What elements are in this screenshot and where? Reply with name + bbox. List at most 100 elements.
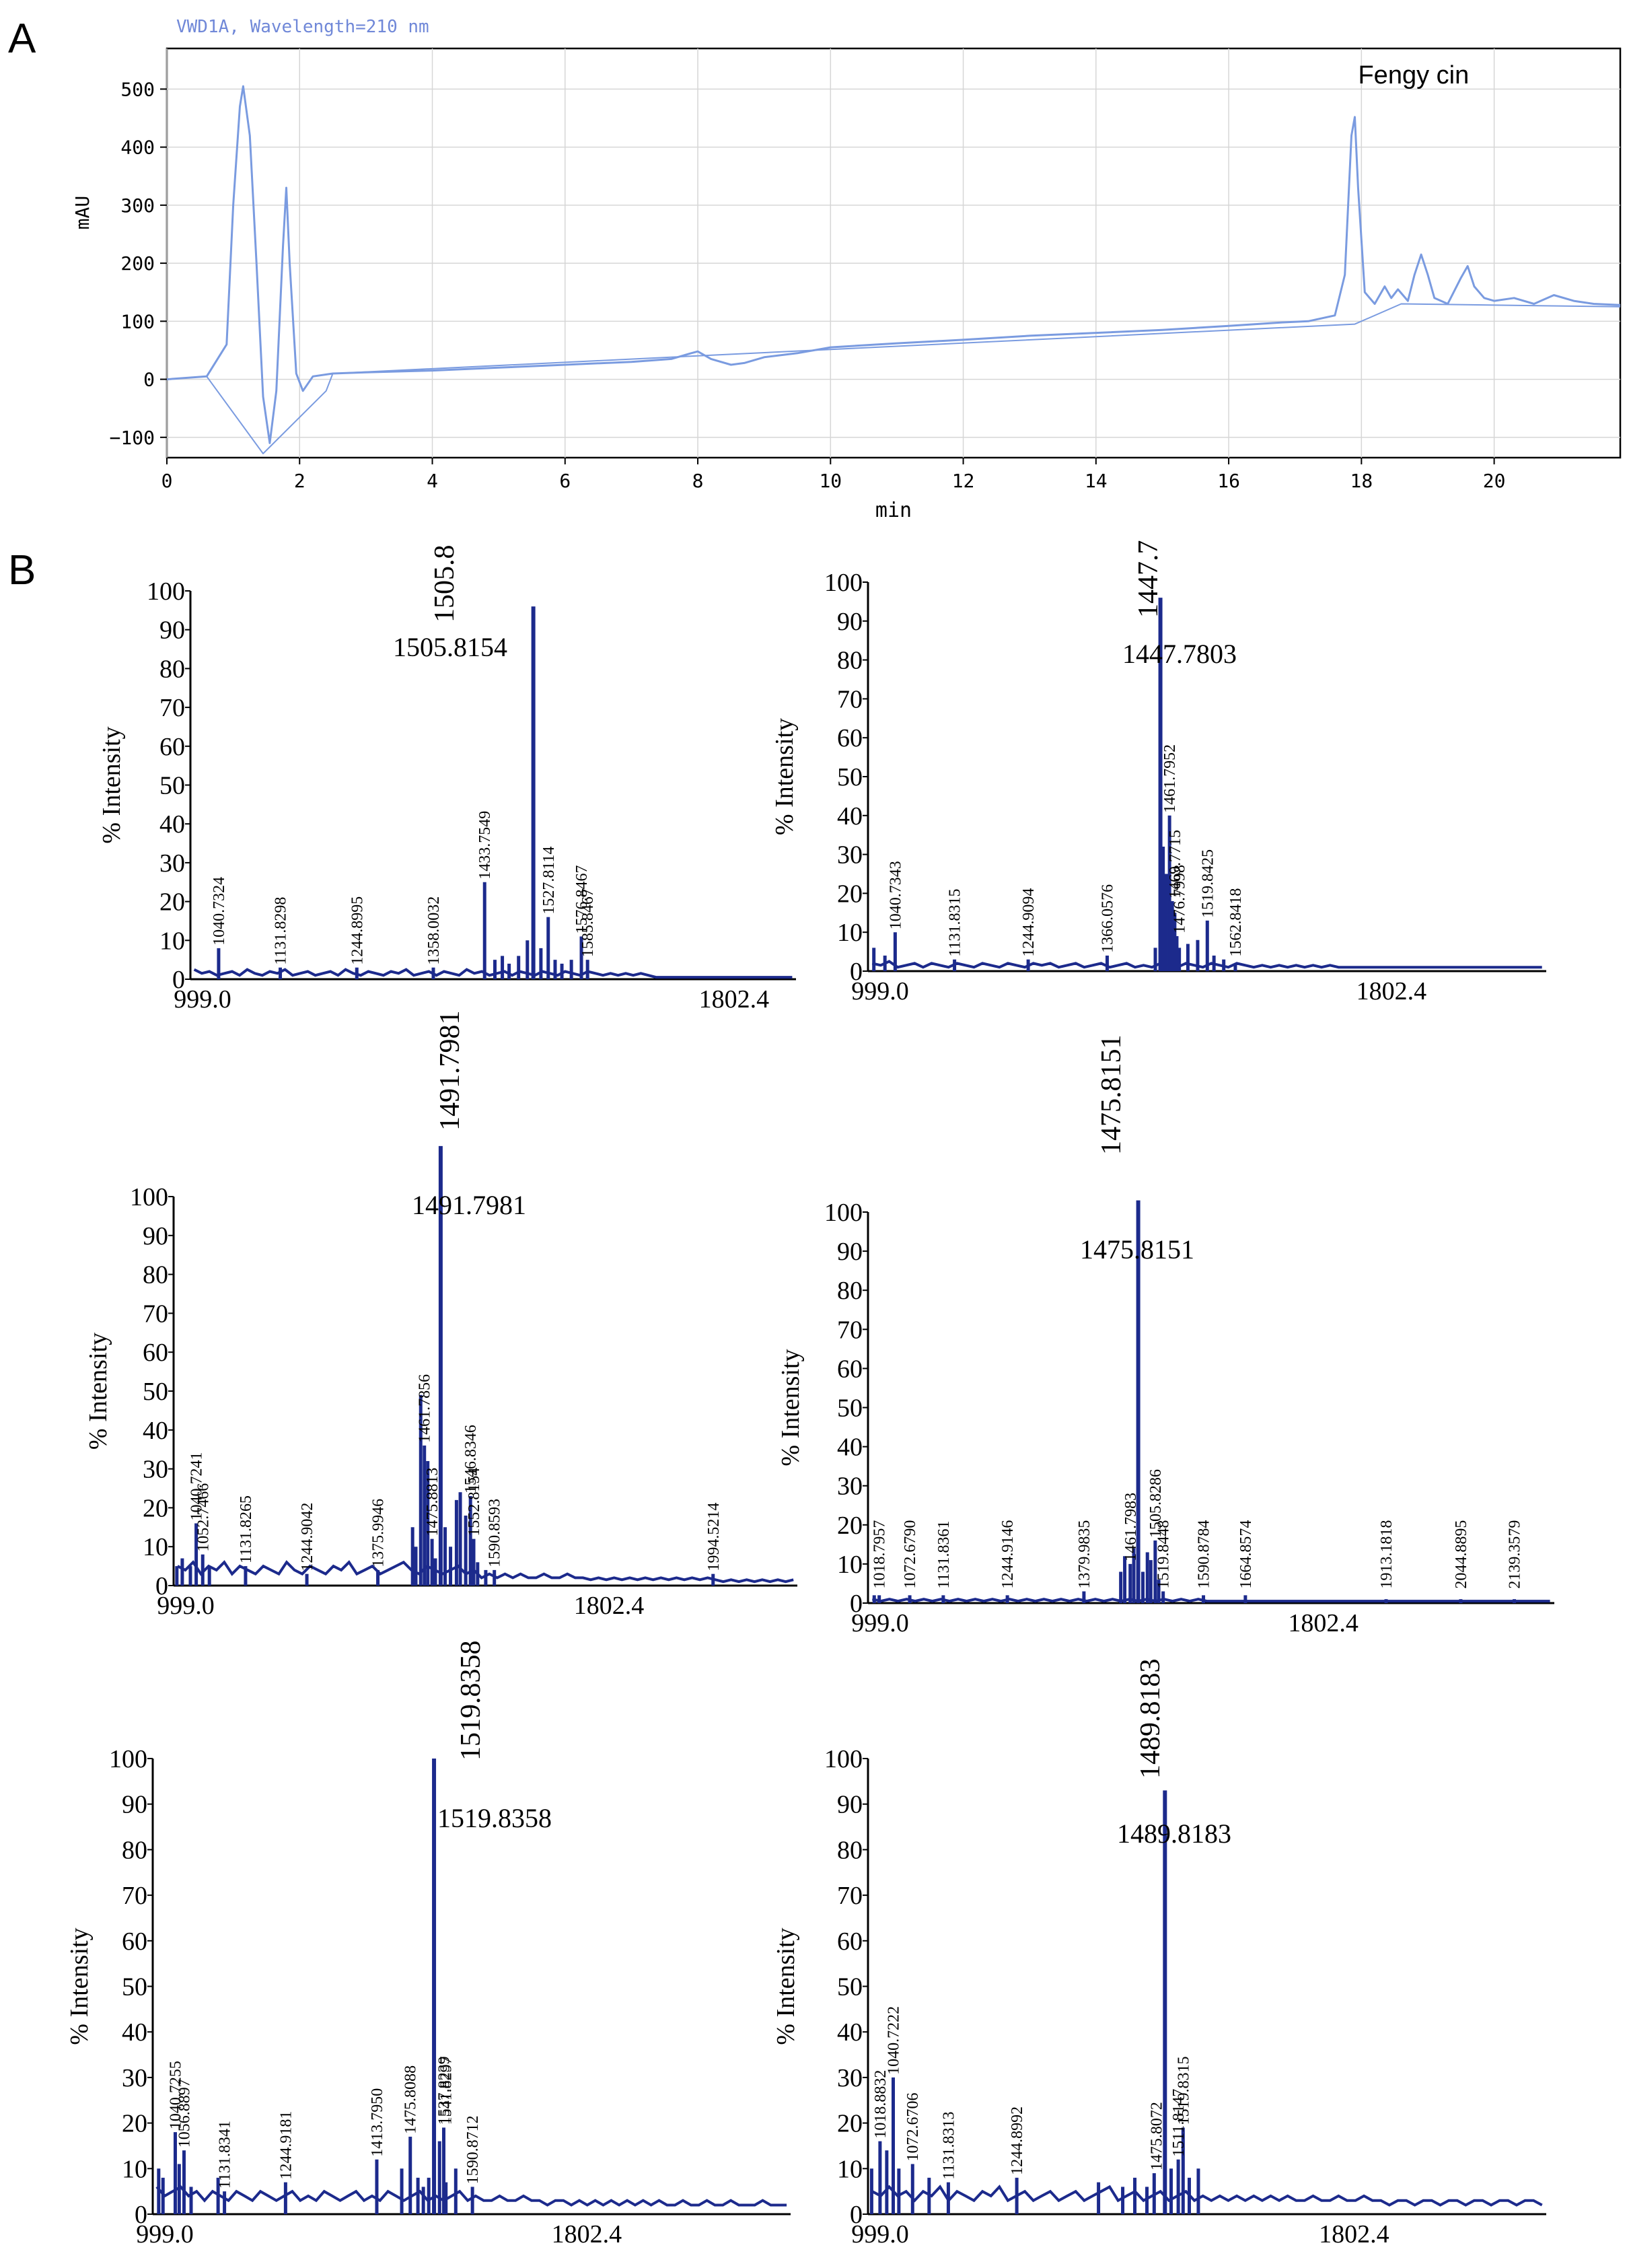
- y-tick-label: 0: [143, 369, 155, 391]
- y-axis-label: % Intensity: [65, 1927, 94, 2045]
- base-peak-top-label: 1505.8: [429, 545, 460, 623]
- base-peak-label: 1475.8151: [1080, 1234, 1194, 1265]
- y-tick-label: 40: [122, 2018, 147, 2047]
- y-tick-label: 90: [837, 1238, 863, 1266]
- mass-spectrum-2: 0 10 20 30 40 50 60 70 80 90 100 % Intensity 999.0 18…: [770, 540, 1546, 1005]
- y-tick-label: 0: [850, 1590, 863, 1618]
- y-tick-label: 80: [837, 1836, 863, 1864]
- peak-label: 1413.7950: [369, 2088, 386, 2157]
- y-tick-label: 40: [143, 1417, 168, 1445]
- base-peak-top-label: 1447.7: [1133, 540, 1164, 618]
- x-min-label: 999.0: [157, 1592, 215, 1620]
- y-tick-label: 20: [159, 888, 185, 917]
- y-tick-label: 30: [837, 1473, 863, 1501]
- x-mid-label: 1802.4: [699, 985, 770, 1014]
- x-mid-label: 1802.4: [1319, 2220, 1389, 2248]
- y-axis-label: % Intensity: [84, 1333, 112, 1450]
- peak-label: 1476.7998: [1171, 865, 1189, 933]
- mass-spectrum-6: 0 10 20 30 40 50 60 70 80 90 100 % Intensity 999.0 18…: [772, 1659, 1546, 2248]
- peak-label: 1244.9042: [299, 1503, 316, 1571]
- y-tick-label: 100: [824, 569, 863, 597]
- x-tick-label: 16: [1217, 470, 1240, 492]
- peak-label: 1375.9946: [370, 1499, 388, 1567]
- peak-label: 1590.8712: [464, 2115, 482, 2184]
- peak-label: 1541.8297: [438, 2056, 456, 2125]
- y-tick-label: 60: [837, 1927, 863, 1956]
- chart-title: VWD1A, Wavelength=210 nm: [176, 17, 429, 37]
- base-peak-label: 1447.7803: [1122, 639, 1237, 669]
- y-tick-label: 90: [837, 608, 863, 636]
- y-axis-label: mAU: [71, 196, 94, 230]
- y-tick-label: 70: [837, 1882, 863, 1910]
- y-tick-label: 60: [143, 1339, 168, 1367]
- y-tick-label: 70: [837, 1316, 863, 1344]
- y-tick-label: 60: [837, 724, 863, 752]
- series-signal: [166, 85, 1621, 444]
- peak-label: 1590.8593: [486, 1499, 504, 1567]
- y-tick-label: 80: [837, 1277, 863, 1305]
- y-axis-label: % Intensity: [98, 726, 126, 843]
- peak-label: 1461.7856: [417, 1374, 434, 1443]
- peak-label: 1461.7952: [1161, 744, 1179, 813]
- peak-label: 1519.8425: [1199, 849, 1217, 918]
- peak-label: 1511.8147: [1170, 2089, 1188, 2157]
- noise-trace: [871, 2185, 1543, 2207]
- y-tick-label: 50: [143, 1378, 168, 1406]
- y-tick-label: 40: [837, 2018, 863, 2047]
- base-peak-top-label: 1519.8358: [456, 1641, 486, 1761]
- y-tick-label: 60: [159, 733, 185, 761]
- x-tick-label: 8: [692, 470, 704, 492]
- chromatogram-chart: 0 2 4 6 8 10 12 14 16 18 20 −100 0 100 200 300 400 500 min…: [71, 17, 1622, 522]
- y-tick-label: 20: [837, 2110, 863, 2138]
- mass-spectrum-1: 0 10 20 30 40 50 60 70 80 90 100 % Intensity 999.0 18…: [98, 545, 796, 1014]
- x-tick-label: 0: [161, 470, 173, 492]
- plot-frame: [166, 47, 1622, 459]
- base-peak-label: 1491.7981: [412, 1190, 526, 1220]
- mass-spectrum-3: 0 10 20 30 40 50 60 70 80 90 100 % Intensity 999.0 18…: [84, 1011, 797, 1620]
- x-tick-label: 14: [1085, 470, 1108, 492]
- y-tick-label: 40: [837, 1433, 863, 1462]
- y-tick-label: 10: [837, 2155, 863, 2183]
- x-mid-label: 1802.4: [574, 1592, 645, 1620]
- y-tick-label: 30: [143, 1456, 168, 1484]
- peak-label: 1546.8346: [462, 1425, 480, 1493]
- y-tick-label: 80: [837, 647, 863, 675]
- y-tick-label: 10: [122, 2155, 147, 2183]
- y-tick-label: 20: [143, 1494, 168, 1522]
- peak-label: 1244.9181: [277, 2111, 295, 2180]
- peak-label: 1519.8448: [1155, 1520, 1173, 1589]
- x-min-label: 999.0: [136, 2220, 194, 2248]
- peak-label: 2044.8895: [1453, 1520, 1470, 1589]
- series-baseline: [206, 303, 1621, 454]
- y-tick-label: 100: [120, 310, 155, 332]
- y-tick-label: 10: [159, 927, 185, 955]
- peak-label: 1131.8341: [217, 2121, 234, 2189]
- y-tick-label: 100: [109, 1745, 147, 1773]
- peak-label: 1527.8114: [540, 847, 558, 915]
- peak-label: 1056.8897: [176, 2079, 193, 2148]
- noise-trace: [871, 1598, 1550, 1603]
- base-peak-top-label: 1475.8151: [1096, 1035, 1127, 1156]
- panel-label-a: A: [8, 15, 36, 62]
- peak-label: 1475.8088: [402, 2065, 420, 2134]
- y-tick-label: 500: [120, 78, 155, 100]
- y-tick-label: 30: [122, 2064, 147, 2092]
- y-tick-label: 90: [837, 1791, 863, 1819]
- x-tick-label: 18: [1350, 470, 1373, 492]
- peak-label: 1052.7466: [194, 1483, 212, 1552]
- peak-label: 1366.0576: [1099, 884, 1116, 953]
- x-tick-label: 4: [427, 470, 438, 492]
- peak-label: 1505.8286: [1147, 1469, 1165, 1538]
- y-tick-label: 10: [837, 1551, 863, 1579]
- x-min-label: 999.0: [851, 2220, 909, 2248]
- y-tick-label: 20: [837, 880, 863, 908]
- peak-label: 1244.9146: [999, 1520, 1017, 1589]
- peak-label: 1244.9094: [1020, 888, 1038, 957]
- y-tick-label: 20: [837, 1512, 863, 1540]
- peak-label: 1072.6790: [902, 1520, 919, 1589]
- y-tick-label: 50: [837, 1973, 863, 2001]
- peak-label: 1018.8832: [872, 2070, 890, 2139]
- y-axis-label: % Intensity: [770, 718, 799, 835]
- peak-label: 1131.8313: [940, 2112, 957, 2180]
- y-tick-label: 90: [159, 616, 185, 645]
